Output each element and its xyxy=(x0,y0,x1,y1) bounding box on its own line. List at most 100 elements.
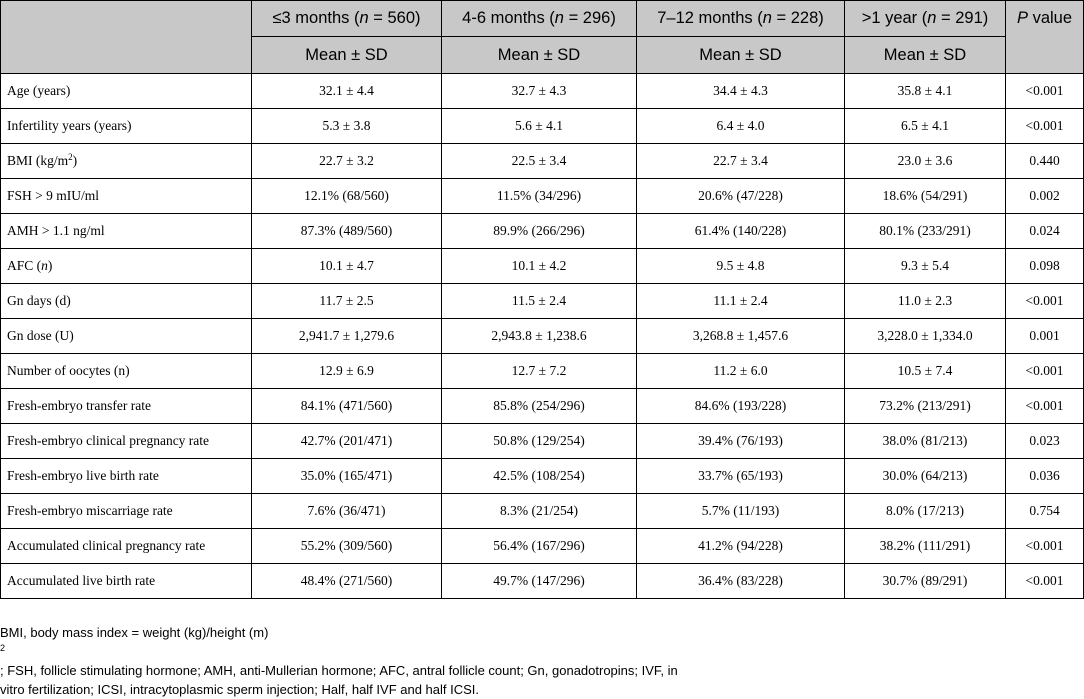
value-cell: 42.7% (201/471) xyxy=(251,423,442,459)
value-cell: 12.9 ± 6.9 xyxy=(251,353,442,389)
value-cell: 30.0% (64/213) xyxy=(844,458,1006,494)
p-value-cell: <0.001 xyxy=(1005,563,1084,599)
value-cell: 11.5 ± 2.4 xyxy=(441,283,637,319)
table-row: BMI (kg/m2) 22.7 ± 3.2 22.5 ± 3.4 22.7 ± 3.… xyxy=(0,143,1084,179)
value-cell: 35.8 ± 4.1 xyxy=(844,73,1006,109)
header-group-text: 4-6 months ( xyxy=(462,9,555,27)
value-cell: 10.5 ± 7.4 xyxy=(844,353,1006,389)
value-cell: 2,941.7 ± 1,279.6 xyxy=(251,318,442,354)
subheader-mean-sd: Mean ± SD xyxy=(441,36,637,74)
p-value-cell: 0.024 xyxy=(1005,213,1084,249)
value-cell: 87.3% (489/560) xyxy=(251,213,442,249)
value-cell: 20.6% (47/228) xyxy=(636,178,845,214)
header-group-0: ≤3 months (n = 560) xyxy=(251,0,442,37)
value-cell: 7.6% (36/471) xyxy=(251,493,442,529)
value-cell: 2,943.8 ± 1,238.6 xyxy=(441,318,637,354)
value-cell: 9.3 ± 5.4 xyxy=(844,248,1006,284)
table-footnote: BMI, body mass index = weight (kg)/heigh… xyxy=(0,623,1082,699)
p-value-cell: <0.001 xyxy=(1005,73,1084,109)
header-group-text: 7–12 months ( xyxy=(657,9,763,27)
value-cell: 38.2% (111/291) xyxy=(844,528,1006,564)
header-row-subheaders: Mean ± SD Mean ± SD Mean ± SD Mean ± SD xyxy=(1,36,1084,74)
p-value-cell: 0.440 xyxy=(1005,143,1084,179)
row-label: Fresh-embryo miscarriage rate xyxy=(0,493,252,529)
value-cell: 23.0 ± 3.6 xyxy=(844,143,1006,179)
header-n-label: n xyxy=(554,9,564,27)
value-cell: 41.2% (94/228) xyxy=(636,528,845,564)
value-cell: 11.2 ± 6.0 xyxy=(636,353,845,389)
value-cell: 3,228.0 ± 1,334.0 xyxy=(844,318,1006,354)
value-cell: 85.8% (254/296) xyxy=(441,388,637,424)
table-row: Fresh-embryo miscarriage rate 7.6% (36/47… xyxy=(0,493,1084,529)
row-label: Accumulated clinical pregnancy rate xyxy=(0,528,252,564)
header-group-1: 4-6 months (n = 296) xyxy=(441,0,637,37)
p-value-cell: <0.001 xyxy=(1005,108,1084,144)
row-label: Age (years) xyxy=(0,73,252,109)
value-cell: 36.4% (83/228) xyxy=(636,563,845,599)
header-group-count: = 296) xyxy=(563,9,616,27)
value-cell: 50.8% (129/254) xyxy=(441,423,637,459)
table-row: Accumulated clinical pregnancy rate 55.2%… xyxy=(0,528,1084,564)
row-label: Accumulated live birth rate xyxy=(0,563,252,599)
value-cell: 10.1 ± 4.2 xyxy=(441,248,637,284)
footnote-line-2: vitro fertilization; ICSI, intracytoplas… xyxy=(0,682,480,697)
subheader-mean-sd: Mean ± SD xyxy=(636,36,845,74)
value-cell: 42.5% (108/254) xyxy=(441,458,637,494)
header-group-text: >1 year ( xyxy=(861,9,928,27)
value-cell: 32.7 ± 4.3 xyxy=(441,73,637,109)
value-cell: 55.2% (309/560) xyxy=(251,528,442,564)
value-cell: 5.3 ± 3.8 xyxy=(251,108,442,144)
value-cell: 32.1 ± 4.4 xyxy=(251,73,442,109)
table-row: FSH > 9 mIU/ml 12.1% (68/560) 11.5% (34/29… xyxy=(0,178,1084,214)
value-cell: 5.6 ± 4.1 xyxy=(441,108,637,144)
p-value-cell: <0.001 xyxy=(1005,388,1084,424)
data-table: ≤3 months (n = 560) 4-6 months (n = 296)… xyxy=(0,0,1084,599)
value-cell: 12.7 ± 7.2 xyxy=(441,353,637,389)
footnote-line-1: BMI, body mass index = weight (kg)/heigh… xyxy=(0,625,678,678)
header-group-count: = 560) xyxy=(368,9,421,27)
value-cell: 22.5 ± 3.4 xyxy=(441,143,637,179)
header-n-label: n xyxy=(359,9,369,27)
row-label: AMH > 1.1 ng/ml xyxy=(0,213,252,249)
subheader-mean-sd: Mean ± SD xyxy=(251,36,442,74)
value-cell: 10.1 ± 4.7 xyxy=(251,248,442,284)
header-p-text: value xyxy=(1027,9,1073,27)
row-label: Number of oocytes (n) xyxy=(0,353,252,389)
table-row: Age (years) 32.1 ± 4.4 32.7 ± 4.3 34.4 ± 4.… xyxy=(0,73,1084,109)
row-label: FSH > 9 mIU/ml xyxy=(0,178,252,214)
table-row: Fresh-embryo clinical pregnancy rate 42.7… xyxy=(0,423,1084,459)
header-p-value: P value xyxy=(1005,0,1084,74)
row-label: Infertility years (years) xyxy=(0,108,252,144)
p-value-cell: 0.036 xyxy=(1005,458,1084,494)
value-cell: 8.3% (21/254) xyxy=(441,493,637,529)
p-value-cell: 0.754 xyxy=(1005,493,1084,529)
table-row: AFC (n) 10.1 ± 4.7 10.1 ± 4.2 9.5 ± 4.8 9.3 … xyxy=(0,248,1084,284)
table-row: AMH > 1.1 ng/ml 87.3% (489/560) 89.9% (266… xyxy=(0,213,1084,249)
value-cell: 61.4% (140/228) xyxy=(636,213,845,249)
value-cell: 6.4 ± 4.0 xyxy=(636,108,845,144)
table-row: Fresh-embryo transfer rate 84.1% (471/560… xyxy=(0,388,1084,424)
value-cell: 5.7% (11/193) xyxy=(636,493,845,529)
p-value-cell: <0.001 xyxy=(1005,283,1084,319)
table-body: Age (years) 32.1 ± 4.4 32.7 ± 4.3 34.4 ± 4.… xyxy=(0,73,1084,599)
table-row: Fresh-embryo live birth rate 35.0% (165/4… xyxy=(0,458,1084,494)
row-label: BMI (kg/m2) xyxy=(0,143,252,179)
value-cell: 11.5% (34/296) xyxy=(441,178,637,214)
value-cell: 89.9% (266/296) xyxy=(441,213,637,249)
value-cell: 11.1 ± 2.4 xyxy=(636,283,845,319)
value-cell: 12.1% (68/560) xyxy=(251,178,442,214)
row-label: Gn days (d) xyxy=(0,283,252,319)
row-label: Fresh-embryo transfer rate xyxy=(0,388,252,424)
p-value-cell: 0.023 xyxy=(1005,423,1084,459)
value-cell: 34.4 ± 4.3 xyxy=(636,73,845,109)
header-group-3: >1 year (n = 291) xyxy=(844,0,1006,37)
table-header: ≤3 months (n = 560) 4-6 months (n = 296)… xyxy=(0,0,1084,74)
value-cell: 84.6% (193/228) xyxy=(636,388,845,424)
value-cell: 3,268.8 ± 1,457.6 xyxy=(636,318,845,354)
value-cell: 56.4% (167/296) xyxy=(441,528,637,564)
table-row: Gn days (d) 11.7 ± 2.5 11.5 ± 2.4 11.1 ± 2.… xyxy=(0,283,1084,319)
table-row: Accumulated live birth rate 48.4% (271/56… xyxy=(0,563,1084,599)
value-cell: 8.0% (17/213) xyxy=(844,493,1006,529)
value-cell: 35.0% (165/471) xyxy=(251,458,442,494)
header-group-2: 7–12 months (n = 228) xyxy=(636,0,845,37)
